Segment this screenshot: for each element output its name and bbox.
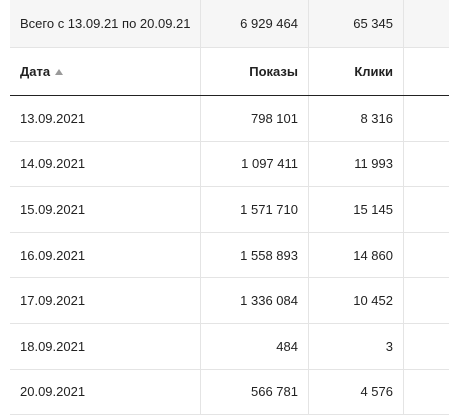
row-date: 20.09.2021 [20,384,86,400]
table-row: 20.09.2021 566 781 4 576 [10,369,449,416]
row-clicks: 3 [308,323,403,369]
date-column-header[interactable]: Дата [10,48,200,95]
row-clicks: 15 145 [308,187,403,232]
row-date: 17.09.2021 [20,293,86,309]
impressions-column-header[interactable]: Показы [200,48,308,95]
sort-by-date[interactable]: Дата [20,64,64,79]
totals-clicks: 65 345 [308,0,403,47]
row-date: 15.09.2021 [20,201,86,217]
row-extra-cell [403,141,449,187]
row-date: 18.09.2021 [20,338,86,354]
extra-column-header [403,48,449,95]
row-impressions: 1 097 411 [200,141,308,187]
row-date: 13.09.2021 [20,110,86,126]
row-clicks: 10 452 [308,278,403,323]
table-row: 16.09.2021 1 558 893 14 860 [10,232,449,279]
clicks-column-header[interactable]: Клики [308,48,403,95]
date-header-label: Дата [20,64,51,79]
stats-table: Всего с 13.09.21 по 20.09.21 6 929 464 6… [10,0,449,416]
table-row: 15.09.2021 1 571 710 15 145 [10,187,449,233]
table-row: 18.09.2021 484 3 [10,323,449,370]
row-extra-cell [403,232,449,278]
row-clicks: 4 576 [308,369,403,415]
row-extra-cell [403,278,449,323]
table-row: 13.09.2021 798 101 8 316 [10,96,449,142]
row-clicks: 8 316 [308,96,403,141]
row-clicks: 11 993 [308,141,403,187]
row-clicks: 14 860 [308,232,403,278]
row-extra-cell [403,96,449,141]
row-date: 16.09.2021 [20,247,86,263]
row-impressions: 566 781 [200,369,308,415]
totals-row: Всего с 13.09.21 по 20.09.21 6 929 464 6… [10,0,449,48]
table-row: 14.09.2021 1 097 411 11 993 [10,141,449,188]
row-impressions: 1 336 084 [200,278,308,323]
row-extra-cell [403,187,449,232]
row-impressions: 1 571 710 [200,187,308,232]
sort-ascending-icon [55,69,64,75]
row-date: 14.09.2021 [20,156,86,172]
table-header: Дата Показы Клики [10,48,449,96]
row-extra-cell [403,369,449,415]
row-extra-cell [403,323,449,369]
row-impressions: 798 101 [200,96,308,141]
row-impressions: 484 [200,323,308,369]
totals-label: Всего с 13.09.21 по 20.09.21 [20,16,191,31]
table-row: 17.09.2021 1 336 084 10 452 [10,278,449,324]
row-impressions: 1 558 893 [200,232,308,278]
totals-extra-cell [403,0,449,47]
totals-impressions: 6 929 464 [200,0,308,47]
